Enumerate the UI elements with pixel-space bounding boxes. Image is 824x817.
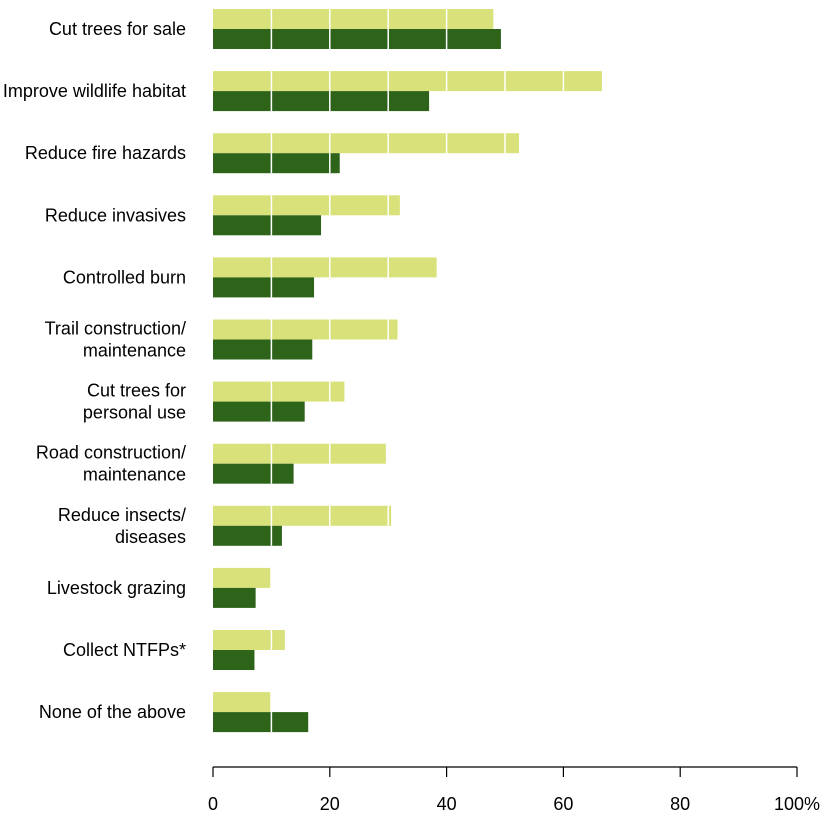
bar-dark — [213, 215, 322, 236]
x-tick-label: 100% — [774, 794, 820, 814]
bar-light — [213, 692, 271, 713]
x-tick-label: 40 — [437, 794, 457, 814]
x-tick-label: 20 — [320, 794, 340, 814]
category-label: Livestock grazing — [47, 578, 186, 598]
x-tick-label: 60 — [553, 794, 573, 814]
category-label: Reduce invasives — [45, 205, 186, 225]
category-label: personal use — [83, 403, 186, 423]
bar-dark — [213, 401, 305, 422]
bar-light — [213, 443, 386, 464]
bar-dark — [213, 29, 501, 49]
bar-dark — [213, 339, 313, 360]
bars-group — [213, 9, 602, 733]
bar-light — [213, 257, 437, 278]
category-label: Improve wildlife habitat — [3, 81, 186, 101]
bar-dark — [213, 463, 294, 484]
bar-light — [213, 9, 494, 29]
x-tick-label: 0 — [208, 794, 218, 814]
category-label: None of the above — [39, 702, 186, 722]
category-label: maintenance — [83, 341, 186, 361]
category-label: Collect NTFPs* — [63, 640, 186, 660]
bar-dark — [213, 712, 309, 733]
category-label: Trail construction/ — [45, 319, 186, 339]
category-label: diseases — [115, 527, 186, 547]
bar-dark — [213, 650, 255, 670]
bar-light — [213, 505, 392, 526]
bar-light — [213, 381, 345, 402]
bar-dark — [213, 277, 315, 298]
category-label: Reduce insects/ — [58, 505, 186, 525]
category-label: maintenance — [83, 465, 186, 485]
x-axis: 0 20 40 60 80 100% — [208, 766, 820, 814]
bar-dark — [213, 525, 282, 546]
bar-light — [213, 630, 285, 650]
bar-dark — [213, 153, 340, 174]
category-label: Road construction/ — [36, 443, 186, 463]
bar-light — [213, 319, 398, 340]
bar-light — [213, 195, 400, 216]
category-label: Cut trees for — [87, 381, 186, 401]
category-label: Controlled burn — [63, 267, 186, 287]
bar-dark — [213, 587, 256, 608]
x-tick-label: 80 — [670, 794, 690, 814]
category-labels: Cut trees for sale Improve wildlife habit… — [3, 19, 186, 722]
bar-dark — [213, 91, 430, 112]
bar-gridlines — [270, 9, 565, 733]
category-label: Cut trees for sale — [49, 19, 186, 39]
bar-light — [213, 133, 520, 154]
category-label: Reduce fire hazards — [25, 143, 186, 163]
bar-light — [213, 567, 271, 588]
